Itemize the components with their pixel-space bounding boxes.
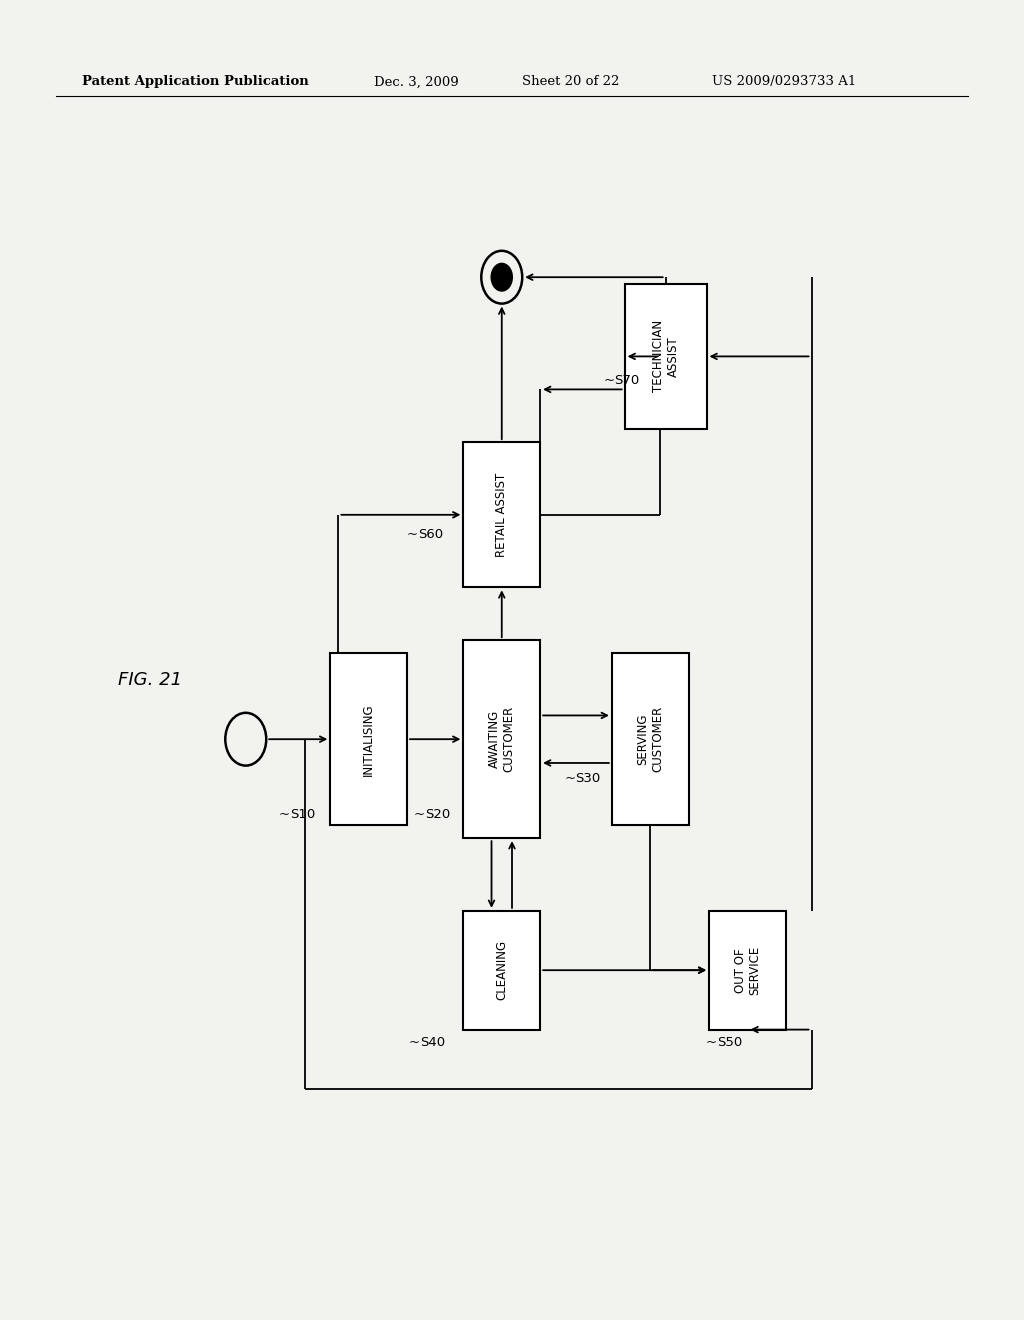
Text: S50: S50 [717,1036,742,1049]
Text: RETAIL ASSIST: RETAIL ASSIST [496,473,508,557]
Text: S60: S60 [418,528,443,541]
Text: ~: ~ [279,808,290,821]
Text: SERVING
CUSTOMER: SERVING CUSTOMER [636,706,665,772]
Text: Dec. 3, 2009: Dec. 3, 2009 [374,75,459,88]
Text: S20: S20 [425,808,451,821]
Text: ~: ~ [603,374,614,387]
Text: Patent Application Publication: Patent Application Publication [82,75,308,88]
Text: S10: S10 [290,808,315,821]
Text: US 2009/0293733 A1: US 2009/0293733 A1 [712,75,856,88]
Text: TECHNICIAN
ASSIST: TECHNICIAN ASSIST [651,321,680,392]
Text: CLEANING: CLEANING [496,940,508,1001]
Text: S30: S30 [575,772,601,785]
Text: S70: S70 [614,374,640,387]
Text: FIG. 21: FIG. 21 [118,671,182,689]
Text: ~: ~ [706,1036,717,1049]
Circle shape [490,263,513,292]
Text: AWAITING
CUSTOMER: AWAITING CUSTOMER [487,706,516,772]
Text: ~: ~ [407,528,418,541]
Text: ~: ~ [409,1036,420,1049]
Bar [463,640,541,838]
Text: OUT OF
SERVICE: OUT OF SERVICE [733,945,762,995]
Text: Sheet 20 of 22: Sheet 20 of 22 [522,75,620,88]
Text: ~: ~ [564,772,575,785]
Bar [709,911,786,1030]
Text: INITIALISING: INITIALISING [362,702,375,776]
Bar [463,911,541,1030]
Bar [612,653,688,825]
Bar [463,442,541,587]
Text: S40: S40 [420,1036,445,1049]
Text: ~: ~ [414,808,425,821]
Bar [330,653,408,825]
Bar [625,284,707,429]
